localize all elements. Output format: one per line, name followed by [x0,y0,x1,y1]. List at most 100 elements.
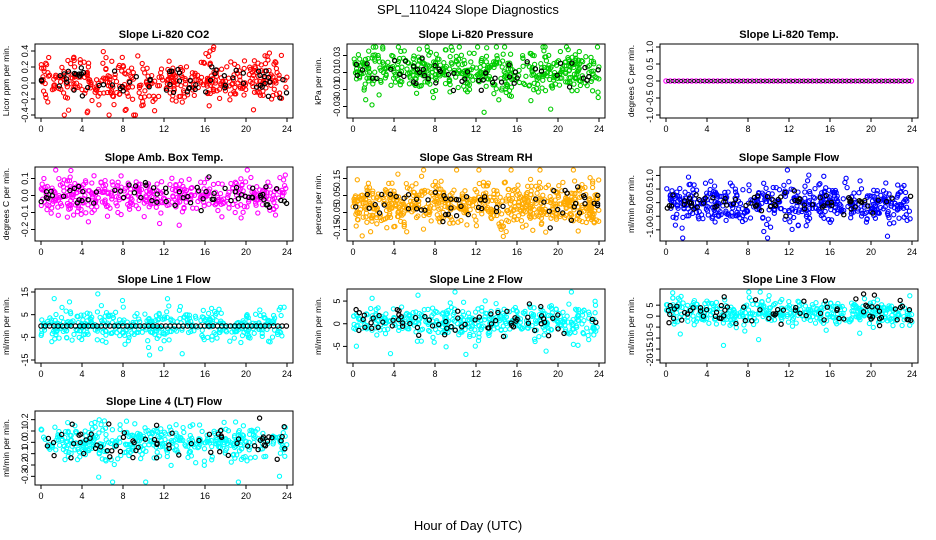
data-point [401,209,407,215]
data-point [803,213,810,220]
data-point [742,328,748,334]
data-point [41,65,47,72]
data-point [522,311,528,317]
data-point [401,222,407,228]
x-tick-label: 12 [784,369,794,379]
data-point [63,308,69,314]
data-point [778,205,784,212]
data-point [424,62,431,68]
highlight-point [131,189,138,196]
data-point [155,83,161,89]
data-point [685,206,691,212]
data-point [816,79,821,84]
data-point [179,99,185,105]
data-point [767,224,774,230]
x-tick-label: 8 [745,247,750,257]
highlight-point [150,185,157,191]
data-point [572,191,578,197]
data-point [375,194,381,200]
data-point [52,336,58,342]
data-point [188,185,194,191]
data-point [786,179,792,185]
data-point [68,310,74,317]
highlight-point [778,321,784,327]
panel-title: Slope Li-820 Pressure [419,29,534,41]
data-point [906,208,913,214]
data-point [523,193,529,200]
data-point [726,79,731,84]
data-point [538,221,545,227]
data-point [123,71,129,77]
data-point [373,206,380,213]
data-point [382,187,389,193]
data-point [711,211,718,218]
data-point [491,90,497,97]
data-point [98,302,105,309]
data-point [675,205,681,211]
data-point [143,198,150,205]
data-point [112,74,118,81]
data-point [542,44,548,50]
data-point [571,64,577,71]
highlight-point [193,82,199,88]
data-point [859,79,864,84]
data-point [520,55,526,61]
x-tick-label: 4 [391,369,396,379]
data-point [670,214,676,220]
data-point [194,72,201,78]
y-tick-label: -0.5 [645,208,655,224]
highlight-point [701,200,707,206]
data-point [585,332,591,339]
data-point [38,332,44,339]
data-point [568,289,575,295]
data-point [480,183,487,189]
data-point [722,189,728,196]
data-point [78,206,84,213]
y-tick-label: -0.05 [332,202,342,223]
data-point [395,209,401,215]
highlight-point [211,190,217,196]
data-point [109,179,115,185]
data-point [533,320,539,327]
data-point [108,88,115,94]
data-point [78,211,84,217]
data-point [785,319,792,325]
highlight-point [445,71,452,78]
data-point [375,52,381,59]
data-point [503,198,509,204]
data-point [431,205,437,211]
data-point [696,79,701,84]
data-point [382,330,389,337]
data-point [485,180,491,186]
highlight-point [132,183,139,189]
data-point [64,178,71,184]
data-point [106,112,112,118]
data-point [126,334,132,341]
data-point [178,178,185,184]
data-point [279,190,286,196]
data-point [222,88,229,94]
data-point [773,79,778,84]
data-point [526,322,532,328]
data-point [764,235,771,241]
data-point [586,311,592,318]
data-point [193,315,199,321]
data-point [438,178,444,184]
data-point [746,187,752,194]
highlight-point [176,70,183,76]
data-point [504,208,510,214]
data-point [545,328,552,334]
data-point [103,431,109,438]
highlight-point [405,205,412,212]
y-axis-label: ml/min per min. [626,297,636,355]
x-tick-label: 24 [282,247,292,257]
highlight-point [532,66,539,72]
highlight-point [195,188,202,194]
data-point [201,59,207,66]
y-tick-label: 0.2 [20,61,30,74]
data-point [692,79,697,84]
data-point [96,102,102,108]
data-point [128,73,134,79]
data-point [245,314,251,321]
